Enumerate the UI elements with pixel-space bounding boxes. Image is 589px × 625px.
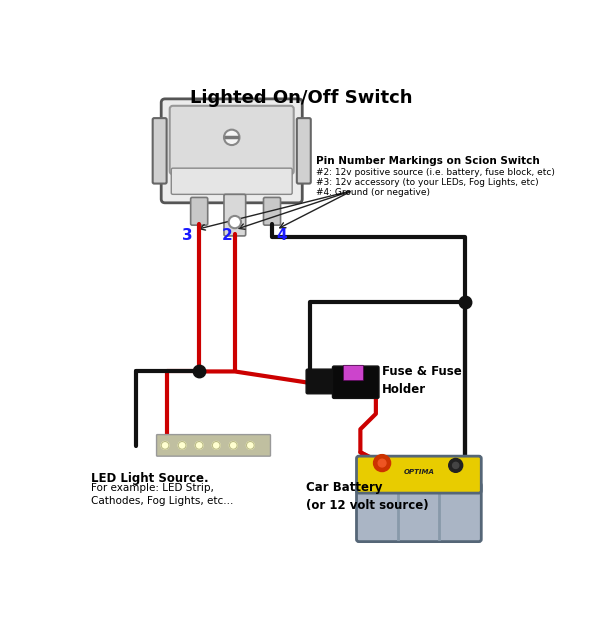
FancyBboxPatch shape xyxy=(332,366,379,398)
FancyBboxPatch shape xyxy=(356,483,481,542)
FancyBboxPatch shape xyxy=(157,434,270,456)
FancyBboxPatch shape xyxy=(224,194,246,236)
FancyBboxPatch shape xyxy=(153,118,167,184)
FancyBboxPatch shape xyxy=(297,118,311,184)
Text: OPTIMA: OPTIMA xyxy=(403,469,434,476)
Circle shape xyxy=(373,454,391,471)
Text: #4: Ground (or negative): #4: Ground (or negative) xyxy=(316,188,430,198)
Text: Pin Number Markings on Scion Switch: Pin Number Markings on Scion Switch xyxy=(316,156,540,166)
Text: 2: 2 xyxy=(221,228,233,243)
Circle shape xyxy=(178,441,186,449)
FancyBboxPatch shape xyxy=(356,456,481,493)
Text: 4: 4 xyxy=(276,228,287,243)
Text: LED Light Source.: LED Light Source. xyxy=(91,472,209,486)
Circle shape xyxy=(196,441,203,449)
FancyBboxPatch shape xyxy=(170,106,294,174)
Circle shape xyxy=(224,129,240,145)
Circle shape xyxy=(213,441,220,449)
Circle shape xyxy=(452,462,459,469)
Circle shape xyxy=(161,441,169,449)
FancyBboxPatch shape xyxy=(343,365,363,381)
Text: Lighted On/Off Switch: Lighted On/Off Switch xyxy=(190,89,413,107)
Text: Fuse & Fuse
Holder: Fuse & Fuse Holder xyxy=(382,364,462,396)
Circle shape xyxy=(246,441,254,449)
FancyBboxPatch shape xyxy=(263,198,280,225)
Text: #3: 12v accessory (to your LEDs, Fog Lights, etc): #3: 12v accessory (to your LEDs, Fog Lig… xyxy=(316,178,539,187)
Text: For example: LED Strip,
Cathodes, Fog Lights, etc...: For example: LED Strip, Cathodes, Fog Li… xyxy=(91,483,233,506)
FancyBboxPatch shape xyxy=(191,198,208,225)
Circle shape xyxy=(378,459,386,467)
Text: #2: 12v positive source (i.e. battery, fuse block, etc): #2: 12v positive source (i.e. battery, f… xyxy=(316,168,555,177)
Circle shape xyxy=(229,216,241,228)
Text: Car Battery
(or 12 volt source): Car Battery (or 12 volt source) xyxy=(306,481,429,512)
Text: 3: 3 xyxy=(182,228,193,243)
FancyBboxPatch shape xyxy=(171,168,292,194)
FancyBboxPatch shape xyxy=(161,99,302,203)
Circle shape xyxy=(449,459,463,472)
FancyBboxPatch shape xyxy=(306,369,337,394)
Circle shape xyxy=(229,441,237,449)
